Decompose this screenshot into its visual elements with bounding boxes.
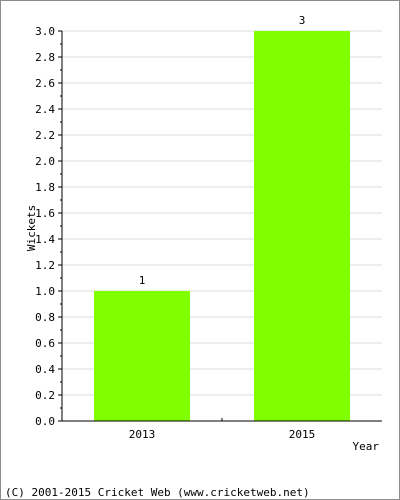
copyright-footer: (C) 2001-2015 Cricket Web (www.cricketwe… bbox=[5, 486, 310, 499]
data-labels: 13 bbox=[139, 14, 306, 287]
x-ticks: 2013 2015 bbox=[129, 418, 316, 441]
y-tick-label: 0.6 bbox=[35, 337, 55, 350]
y-tick-label: 2.0 bbox=[35, 155, 55, 168]
y-tick-label: 1.2 bbox=[35, 259, 55, 272]
bars bbox=[94, 31, 350, 421]
y-tick-label: 1.6 bbox=[35, 207, 55, 220]
y-tick-label: 0.0 bbox=[35, 415, 55, 428]
y-tick-label: 1.8 bbox=[35, 181, 55, 194]
x-tick-label-2013: 2013 bbox=[129, 428, 156, 441]
y-tick-label: 2.2 bbox=[35, 129, 55, 142]
y-tick-label: 3.0 bbox=[35, 25, 55, 38]
y-axis-label: Wickets bbox=[25, 205, 38, 251]
y-tick-label: 0.2 bbox=[35, 389, 55, 402]
x-axis-label: Year bbox=[353, 440, 380, 453]
y-tick-label: 2.6 bbox=[35, 77, 55, 90]
y-tick-label: 0.4 bbox=[35, 363, 55, 376]
bar-2013 bbox=[94, 291, 190, 421]
x-tick-label-2015: 2015 bbox=[289, 428, 316, 441]
data-label-2013: 1 bbox=[139, 274, 146, 287]
y-tick-label: 1.4 bbox=[35, 233, 55, 246]
y-tick-label: 2.4 bbox=[35, 103, 55, 116]
data-label-2015: 3 bbox=[299, 14, 306, 27]
bar-2015 bbox=[254, 31, 350, 421]
y-ticks: 0.0 0.2 0.4 0.6 0.8 1.0 1.2 1.4 1.6 1.8 2.0 2.2 2.4 2… bbox=[35, 25, 62, 428]
y-tick-label: 1.0 bbox=[35, 285, 55, 298]
y-tick-label: 2.8 bbox=[35, 51, 55, 64]
y-tick-label: 0.8 bbox=[35, 311, 55, 324]
